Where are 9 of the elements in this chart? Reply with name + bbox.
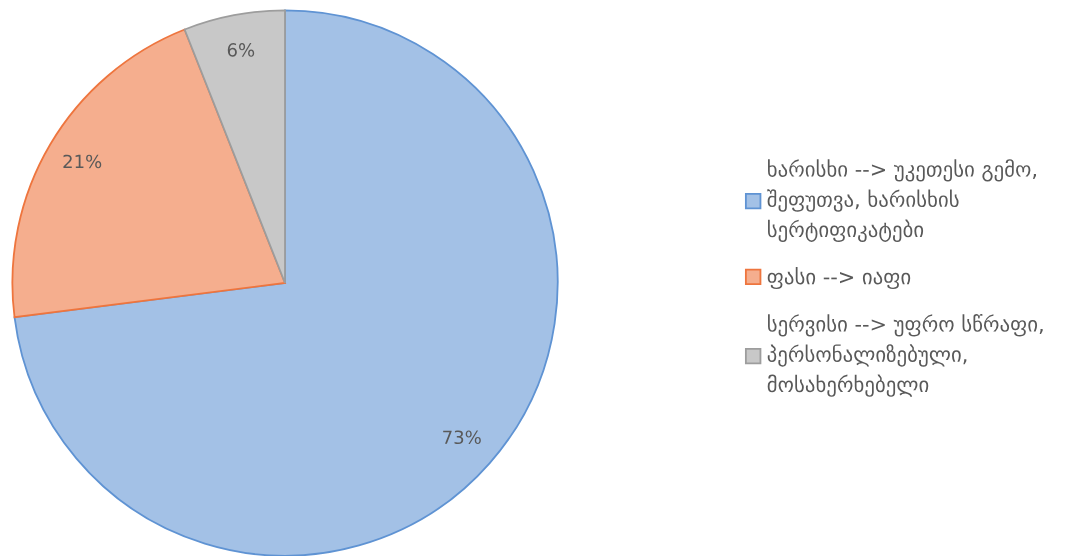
data-label: 6% [227,43,255,57]
pie-slice [11,28,286,319]
legend-label: ხარისხი --> უკეთესი გემო, შეფუთვა, ხარისხის სერტიფიკატები [767,159,1036,242]
legend-label: ფასი --> იაფი [767,266,911,290]
pie-slice [183,9,286,284]
data-label: 21% [63,154,102,169]
legend-label: სერვისი --> უფრო სწრაფი, პერსონალიზებული, მოსახერხებელი [767,314,1043,397]
data-label: 73% [443,430,481,445]
pie-slice [13,9,559,556]
